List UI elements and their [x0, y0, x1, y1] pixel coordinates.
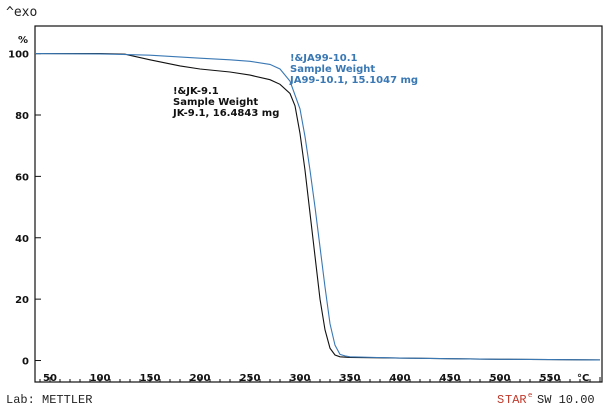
y-axis-unit: % — [18, 35, 28, 46]
y-tick-label: 80 — [15, 111, 29, 122]
annotation-line: Sample Weight — [173, 97, 258, 108]
x-axis: 50 100 150 200 250 300 350 400 450 500 550 — [39, 373, 601, 384]
y-axis: 0 20 40 60 80 100 — [8, 50, 41, 368]
series-line-jk-9-1 — [35, 53, 601, 361]
plot-frame — [34, 25, 603, 383]
x-tick-label: 450 — [440, 373, 461, 384]
series-line-ja99-10-1 — [34, 53, 601, 361]
annotation-line: !&JK-9.1 — [173, 86, 219, 97]
x-tick-label: 550 — [540, 373, 561, 384]
x-tick-label: 100 — [90, 373, 111, 384]
y-tick-label: 40 — [15, 234, 29, 245]
y-tick-label: 20 — [15, 295, 29, 306]
y-tick-label: 100 — [8, 50, 29, 61]
x-tick-label: 200 — [190, 373, 211, 384]
y-tick-label: 60 — [15, 172, 29, 183]
annotation-line: JK-9.1, 16.4843 mg — [172, 108, 279, 119]
annotation-line: JA99-10.1, 15.1047 mg — [289, 75, 418, 86]
x-tick-label: 150 — [140, 373, 161, 384]
y-tick-label: 0 — [22, 357, 29, 368]
lab-label: Lab: METTLER — [6, 393, 92, 407]
exo-label: ^exo — [6, 5, 37, 20]
series-layer — [34, 53, 601, 361]
software-logo: S TAR e SW 10.00 — [497, 391, 595, 407]
x-tick-label: 250 — [240, 373, 261, 384]
x-tick-label: 500 — [490, 373, 511, 384]
annotation-line: Sample Weight — [290, 64, 375, 75]
star-tar: TAR — [505, 393, 527, 407]
x-tick-label: 300 — [290, 373, 311, 384]
x-tick-label: 350 — [340, 373, 361, 384]
star-s: S — [497, 393, 504, 407]
x-axis-unit: °C — [577, 373, 589, 384]
x-tick-label: 400 — [390, 373, 411, 384]
software-version: SW 10.00 — [537, 393, 595, 407]
x-tick-label: 50 — [43, 373, 57, 384]
annotation-line: !&JA99-10.1 — [290, 53, 358, 64]
star-reg: e — [528, 391, 532, 399]
